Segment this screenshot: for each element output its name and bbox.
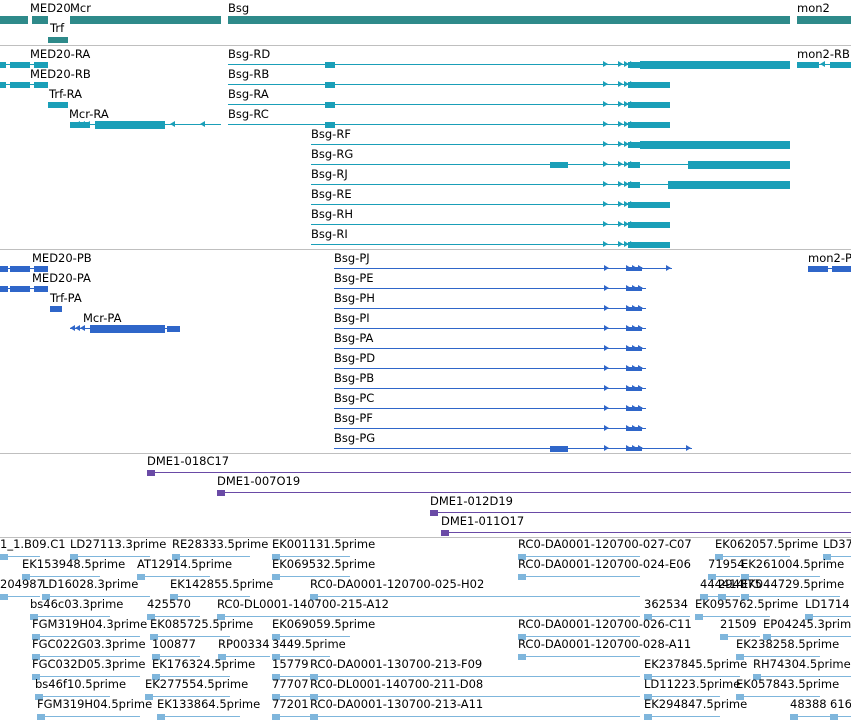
track-separator: [0, 453, 851, 454]
track-separator: [0, 249, 851, 250]
track-separator: [0, 537, 851, 538]
track-separator: [0, 45, 851, 46]
